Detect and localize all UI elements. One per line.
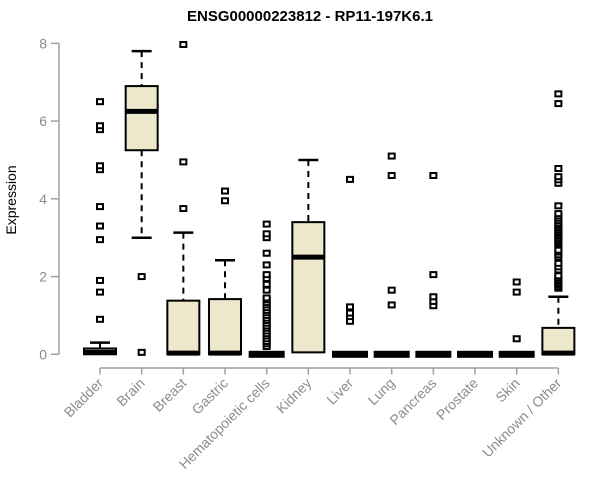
- box-kidney: [291, 221, 326, 354]
- outlier-point-pancreas: [429, 293, 438, 301]
- box-group-hematopoietic-cells: [248, 220, 285, 358]
- outlier-point-hematopoietic-cells: [262, 261, 271, 269]
- outlier-point-breast: [179, 158, 188, 166]
- x-tick-label: Unknown / Other: [479, 375, 565, 461]
- x-tick-label: Liver: [323, 375, 356, 408]
- outlier-point-lung: [387, 286, 396, 294]
- outlier-point-bladder: [96, 122, 104, 130]
- collapsed-box-hematopoietic-cells: [248, 350, 285, 358]
- outlier-point-unknown-other: [554, 210, 563, 218]
- box-unknown-other: [541, 326, 576, 356]
- outlier-point-unknown-other: [554, 90, 563, 98]
- y-tick-label: 8: [39, 35, 47, 51]
- box-group-gastric: [208, 187, 243, 356]
- x-tick-label: Breast: [150, 375, 190, 415]
- collapsed-box-prostate: [457, 350, 494, 358]
- outlier-point-gastric: [221, 187, 230, 195]
- outlier-point-brain: [137, 348, 146, 356]
- box-brain: [124, 85, 159, 152]
- collapsed-box-liver: [332, 350, 369, 358]
- outlier-point-hematopoietic-cells: [262, 271, 271, 279]
- boxes-layer: [83, 41, 576, 358]
- box-group-pancreas: [415, 171, 452, 358]
- outlier-point-bladder: [96, 236, 104, 244]
- y-tick-label: 4: [39, 191, 47, 207]
- y-tick-label: 2: [39, 269, 47, 285]
- box-group-lung: [373, 152, 410, 358]
- collapsed-box-skin: [498, 350, 535, 358]
- outlier-point-lung: [387, 152, 396, 160]
- outlier-point-skin: [512, 278, 521, 286]
- x-tick-label: Kidney: [273, 375, 315, 417]
- outlier-point-lung: [387, 171, 396, 179]
- outlier-point-bladder: [96, 288, 104, 296]
- outlier-point-bladder: [96, 162, 104, 170]
- outlier-point-pancreas: [429, 271, 438, 279]
- box-group-brain: [124, 49, 159, 356]
- outlier-point-hematopoietic-cells: [262, 230, 271, 238]
- y-tick-label: 6: [39, 113, 47, 129]
- outlier-point-skin: [512, 288, 521, 296]
- outlier-point-liver: [346, 303, 355, 311]
- outlier-point-breast: [179, 205, 188, 213]
- outlier-point-hematopoietic-cells: [262, 280, 271, 288]
- y-tick-label: 0: [39, 346, 47, 362]
- outlier-point-unknown-other: [554, 259, 563, 267]
- outlier-point-unknown-other: [554, 173, 563, 181]
- box-gastric: [208, 298, 243, 356]
- outlier-point-breast: [179, 41, 188, 49]
- outlier-point-brain: [137, 273, 146, 281]
- outlier-point-bladder: [96, 222, 104, 230]
- outlier-point-bladder: [96, 315, 104, 323]
- outlier-point-lung: [387, 301, 396, 309]
- outlier-point-skin: [512, 335, 521, 343]
- x-tick-label: Prostate: [433, 375, 481, 423]
- outlier-point-unknown-other: [554, 202, 563, 210]
- outlier-point-pancreas: [429, 171, 438, 179]
- outlier-point-unknown-other: [554, 100, 563, 108]
- outlier-point-unknown-other: [554, 272, 563, 280]
- outlier-point-hematopoietic-cells: [262, 249, 271, 257]
- box-group-breast: [166, 41, 201, 356]
- x-tick-label: Bladder: [61, 375, 107, 421]
- outlier-point-hematopoietic-cells: [262, 294, 271, 302]
- outlier-point-bladder: [96, 203, 104, 211]
- box-group-kidney: [291, 158, 326, 354]
- collapsed-box-lung: [373, 350, 410, 358]
- box-breast: [166, 299, 201, 356]
- x-tick-label: Brain: [113, 375, 147, 409]
- outlier-point-bladder: [96, 98, 104, 106]
- outlier-point-liver: [346, 175, 355, 183]
- x-tick-label: Lung: [364, 375, 397, 408]
- box-group-skin: [498, 278, 535, 358]
- y-axis-label: Expression: [3, 165, 19, 234]
- outlier-point-hematopoietic-cells: [262, 286, 271, 294]
- collapsed-box-pancreas: [415, 350, 452, 358]
- x-tick-label: Skin: [492, 375, 523, 406]
- outlier-point-hematopoietic-cells: [262, 220, 271, 228]
- outlier-point-liver: [346, 309, 355, 317]
- box-group-bladder: [83, 98, 117, 356]
- box-group-unknown-other: [541, 90, 576, 356]
- outlier-point-unknown-other: [554, 165, 563, 173]
- box-group-liver: [332, 175, 369, 358]
- outlier-point-bladder: [96, 276, 104, 284]
- outlier-point-gastric: [221, 197, 230, 205]
- box-group-prostate: [457, 350, 494, 358]
- chart-title: ENSG00000223812 - RP11-197K6.1: [187, 8, 433, 25]
